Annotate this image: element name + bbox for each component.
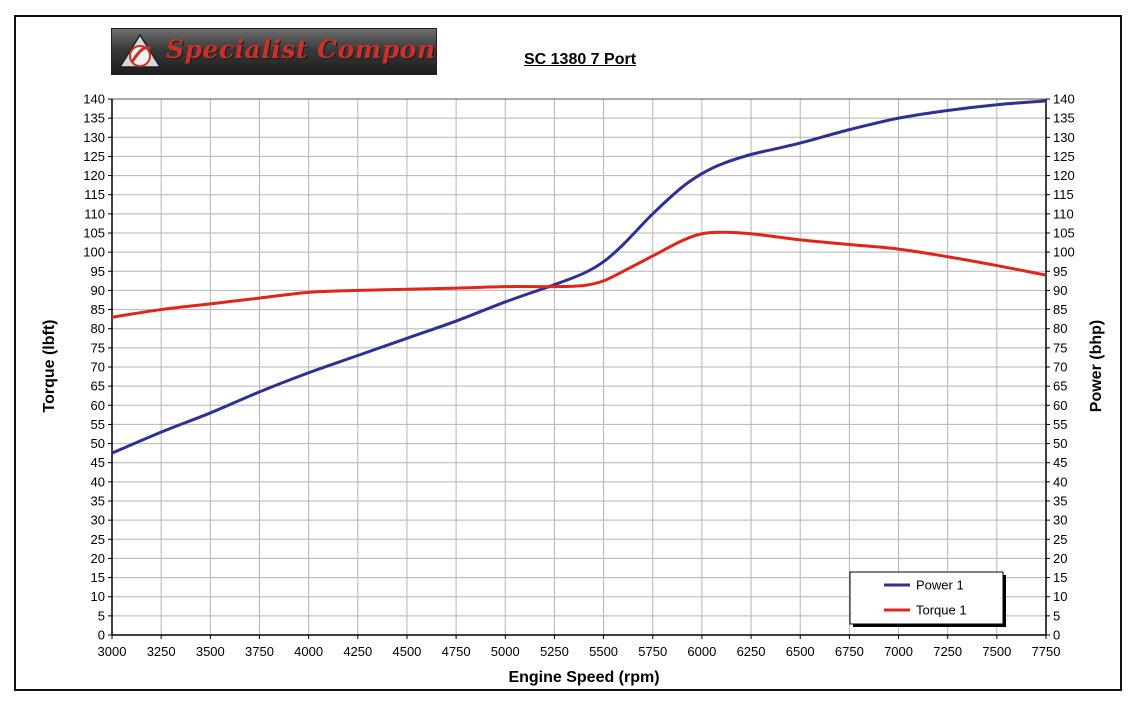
legend: Power 1 Torque 1 [849,571,1006,627]
x-tick-label: 3750 [245,644,274,659]
right-tick-label: 120 [1053,168,1075,183]
chart-title: SC 1380 7 Port [523,51,637,68]
left-tick-label: 80 [91,321,105,336]
right-tick-label: 115 [1053,187,1074,202]
sc-emblem-icon [118,33,162,68]
x-tick-label: 5500 [589,644,618,659]
right-tick-label: 5 [1053,608,1060,623]
left-tick-label: 130 [83,130,105,145]
right-tick-label: 75 [1053,340,1067,355]
left-tick-label: 25 [91,532,105,547]
right-tick-label: 35 [1053,494,1067,509]
right-tick-label: 70 [1053,360,1067,375]
brand-logo: Specialist Components [111,28,437,75]
left-tick-label: 20 [91,551,105,566]
right-tick-label: 40 [1053,474,1067,489]
legend-label-power-1: Power 1 [916,578,964,593]
x-tick-label: 5000 [491,644,520,659]
right-tick-label: 90 [1053,283,1067,298]
right-tick-label: 30 [1053,513,1067,528]
right-tick-label: 100 [1053,245,1075,260]
x-tick-label: 7000 [884,644,913,659]
right-tick-label: 140 [1053,92,1075,107]
left-tick-label: 125 [83,149,105,164]
right-tick-label: 45 [1053,455,1067,470]
left-tick-label: 85 [91,302,105,317]
left-tick-label: 70 [91,360,105,375]
left-tick-label: 120 [83,168,105,183]
x-tick-label: 6750 [835,644,864,659]
right-tick-label: 55 [1053,417,1067,432]
left-tick-label: 65 [91,379,105,394]
right-tick-label: 95 [1053,264,1067,279]
x-tick-label: 4000 [294,644,323,659]
x-tick-label: 6250 [737,644,766,659]
x-tick-label: 4500 [392,644,421,659]
logo-wordmark: Specialist Components [166,35,436,64]
right-tick-label: 10 [1053,589,1067,604]
left-tick-label: 45 [91,455,105,470]
x-tick-label: 7250 [933,644,962,659]
right-tick-label: 80 [1053,321,1067,336]
left-tick-label: 40 [91,474,105,489]
x-tick-label: 3000 [98,644,127,659]
right-tick-label: 0 [1053,628,1060,643]
x-tick-label: 4250 [343,644,372,659]
left-tick-label: 10 [91,589,105,604]
x-tick-label: 6000 [687,644,716,659]
left-tick-label: 135 [83,111,105,126]
right-tick-label: 50 [1053,436,1067,451]
right-tick-label: 60 [1053,398,1067,413]
legend-label-torque-1: Torque 1 [916,603,967,618]
x-tick-label: 4750 [442,644,471,659]
right-tick-label: 110 [1053,206,1074,221]
x-tick-label: 5750 [638,644,667,659]
left-tick-label: 140 [83,92,105,107]
left-axis-title: Torque (lbft) [41,319,58,412]
right-tick-label: 105 [1053,226,1075,241]
left-tick-label: 30 [91,513,105,528]
left-tick-label: 90 [91,283,105,298]
right-tick-label: 15 [1053,570,1067,585]
left-tick-label: 105 [83,226,105,241]
right-tick-label: 65 [1053,379,1067,394]
left-tick-label: 5 [98,608,105,623]
left-tick-label: 60 [91,398,105,413]
left-tick-label: 55 [91,417,105,432]
left-tick-label: 95 [91,264,105,279]
right-tick-label: 20 [1053,551,1067,566]
right-tick-label: 125 [1053,149,1075,164]
left-tick-label: 100 [83,245,105,260]
legend-box [849,571,1004,625]
left-tick-label: 15 [91,570,105,585]
axes [108,98,1050,639]
x-tick-label: 6500 [786,644,815,659]
x-tick-label: 5250 [540,644,569,659]
tick-labels: 3000 3250 3500 3750 4000 4250 4500 4750 5000 5250… [83,92,1074,660]
right-tick-label: 130 [1053,130,1075,145]
right-tick-label: 135 [1053,111,1075,126]
torque-1-line [111,230,1047,319]
x-axis-title: Engine Speed (rpm) [508,669,659,686]
right-tick-label: 85 [1053,302,1067,317]
x-tick-label: 3250 [147,644,176,659]
power-1-line [111,99,1047,455]
left-tick-label: 115 [84,187,105,202]
right-tick-label: 25 [1053,532,1067,547]
x-tick-label: 7500 [982,644,1011,659]
left-tick-label: 75 [91,340,105,355]
series-lines [111,99,1047,455]
x-tick-label: 3500 [196,644,225,659]
right-axis-title: Power (bhp) [1088,320,1105,412]
x-tick-label: 7750 [1032,644,1061,659]
left-tick-label: 35 [91,494,105,509]
grid-lines [112,99,1046,635]
left-tick-label: 50 [91,436,105,451]
left-tick-label: 0 [98,628,105,643]
left-tick-label: 110 [84,206,105,221]
